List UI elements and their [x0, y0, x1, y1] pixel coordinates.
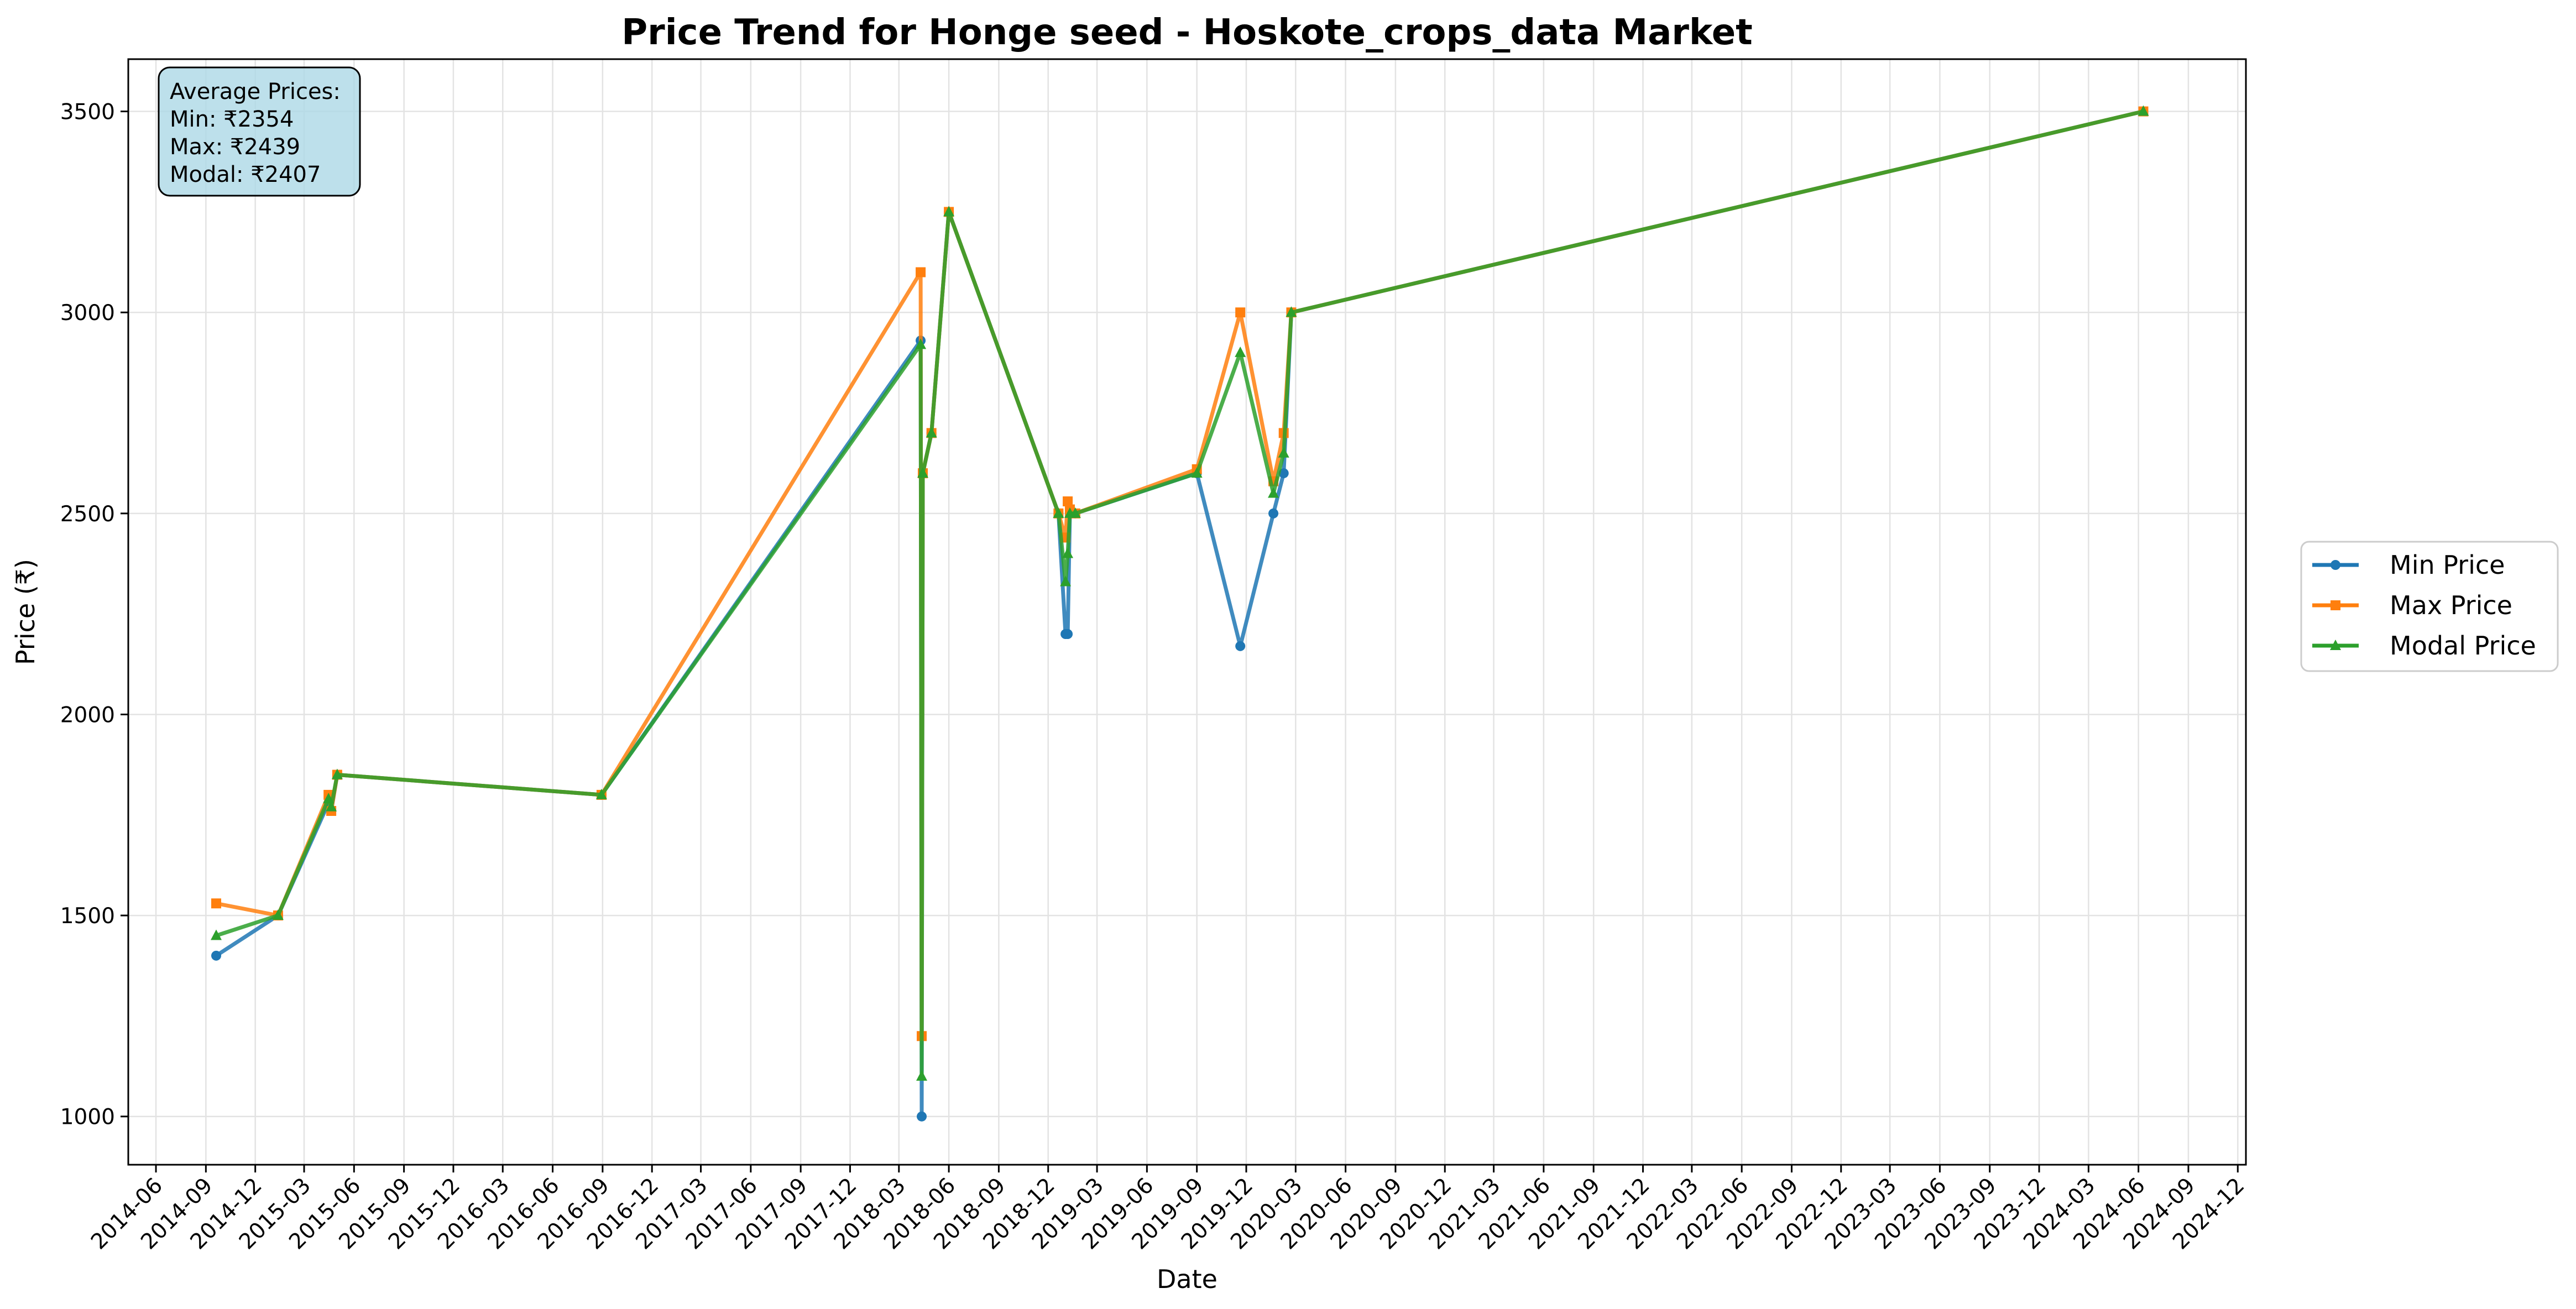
series-modal-price	[211, 105, 2149, 1081]
average-prices-annotation: Average Prices: Min: ₹2354 Max: ₹2439 Mo…	[158, 66, 361, 197]
data-point	[2138, 105, 2149, 116]
annotation-title: Average Prices:	[170, 79, 341, 104]
annotation-box	[158, 66, 361, 197]
data-point	[1278, 468, 1289, 479]
annotation-modal: Modal: ₹2407	[170, 162, 321, 187]
data-point	[211, 950, 222, 961]
legend: Min Price Max Price Modal Price	[2300, 541, 2559, 672]
data-point	[1053, 507, 1064, 518]
y-tick-label: 1500	[60, 904, 115, 929]
data-point	[1191, 467, 1203, 478]
legend-max-marker	[2331, 600, 2340, 610]
data-point	[1286, 306, 1297, 317]
data-point	[943, 206, 955, 217]
data-point	[917, 1111, 927, 1122]
data-point	[915, 338, 927, 349]
legend-min-marker	[2331, 560, 2340, 570]
y-tick-label: 2000	[60, 703, 115, 727]
data-point	[917, 467, 928, 478]
data-point	[916, 267, 926, 277]
y-tick-label: 2500	[60, 502, 115, 527]
data-point	[1235, 346, 1246, 357]
data-point	[1268, 487, 1279, 498]
y-tick-label: 3000	[60, 301, 115, 326]
y-tick-label: 1000	[60, 1105, 115, 1130]
y-axis-label: Price (₹)	[11, 559, 40, 665]
data-point	[595, 788, 607, 799]
data-point	[1069, 507, 1081, 518]
data-point	[1063, 496, 1073, 506]
annotation-min: Min: ₹2354	[170, 107, 294, 132]
data-point	[323, 793, 335, 804]
data-point	[211, 929, 222, 940]
data-point	[1060, 575, 1072, 587]
series-line	[215, 109, 2144, 1078]
data-point	[1235, 641, 1246, 651]
data-point	[1235, 307, 1246, 318]
annotation-max: Max: ₹2439	[170, 134, 300, 160]
data-point	[1062, 547, 1074, 558]
grid-layer	[128, 59, 2246, 1165]
chart-title: Price Trend for Honge seed - Hoskote_cro…	[621, 12, 1753, 53]
data-point	[272, 909, 284, 920]
data-point	[326, 800, 337, 811]
legend-modal-label: Modal Price	[2390, 631, 2536, 661]
data-point	[916, 1070, 928, 1081]
y-tick-label: 3500	[60, 100, 115, 125]
data-point	[1063, 629, 1073, 639]
series-layer	[211, 105, 2149, 1122]
plot-area-frame	[127, 58, 2247, 1166]
data-point	[1278, 447, 1289, 458]
data-point	[211, 898, 222, 909]
legend-min-label: Min Price	[2390, 550, 2505, 580]
x-axis-label: Date	[1157, 1264, 1218, 1294]
data-point	[926, 427, 937, 438]
legend-modal-marker	[2330, 640, 2341, 650]
legend-box	[2300, 541, 2559, 672]
data-point	[331, 768, 343, 779]
legend-max-label: Max Price	[2390, 590, 2512, 620]
data-point	[1268, 508, 1279, 519]
